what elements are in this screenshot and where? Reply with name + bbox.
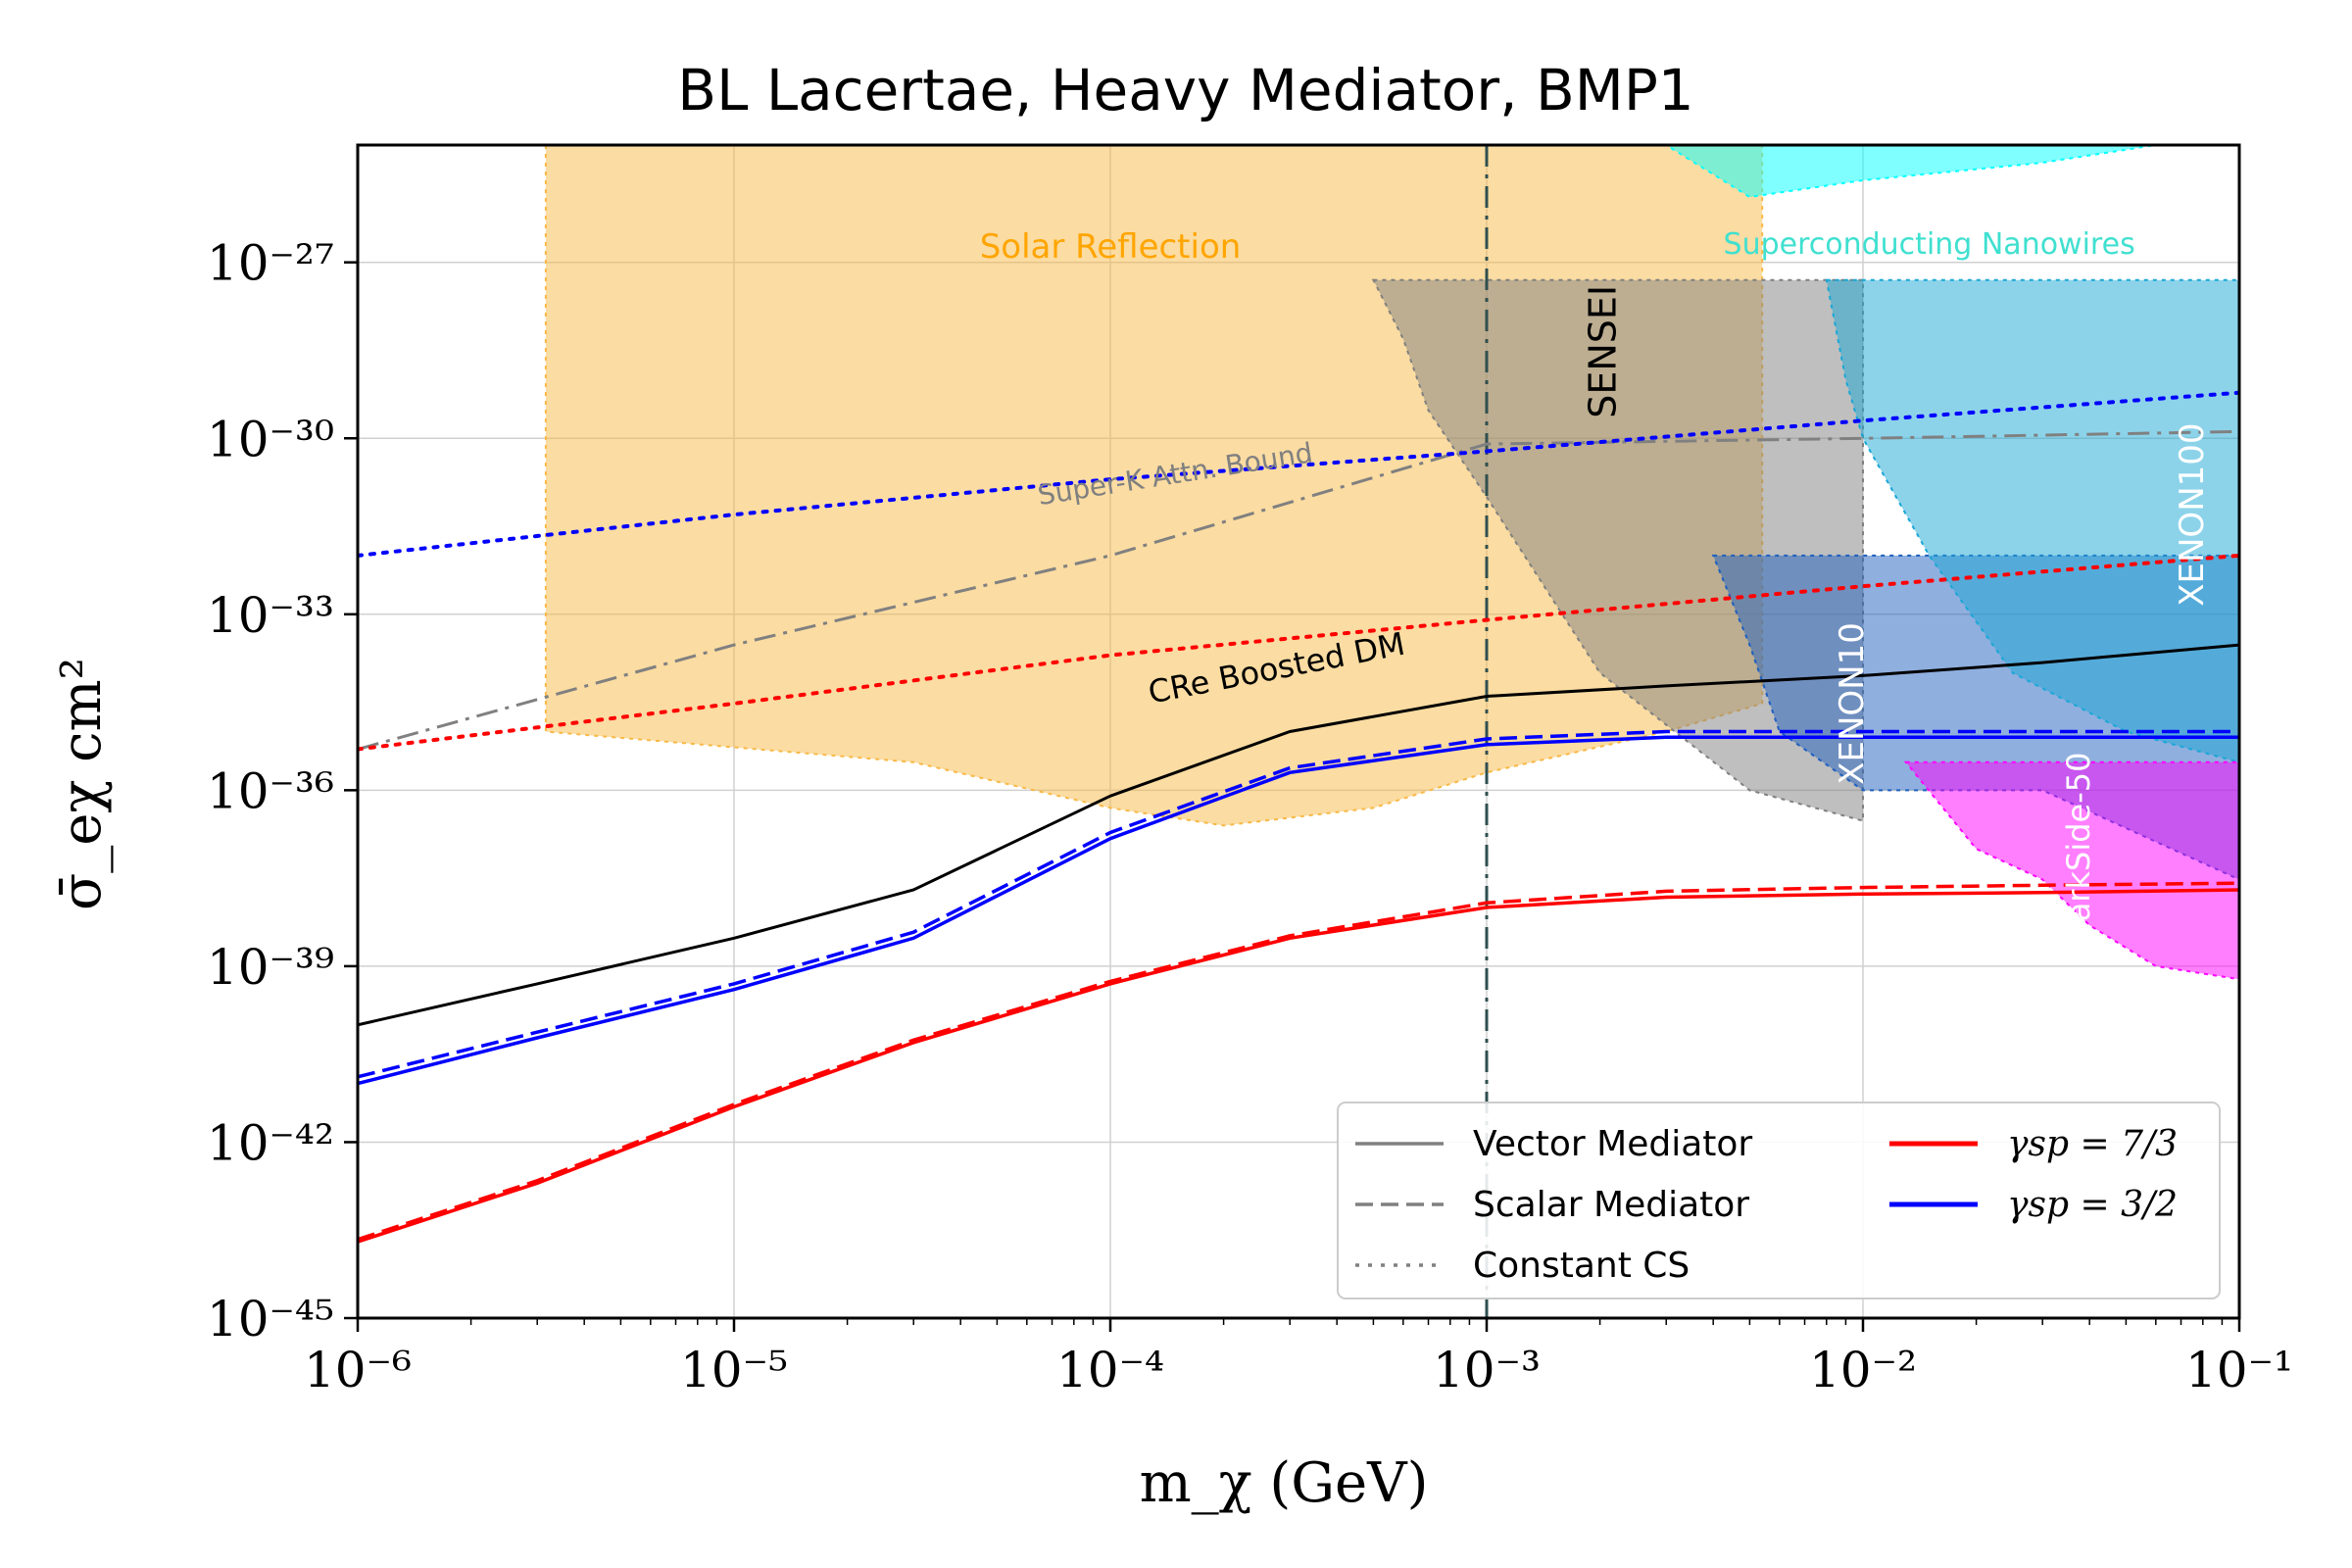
label-darkside-50: DarkSide-50 <box>2060 752 2097 945</box>
label-sensei: SENSEI <box>1581 285 1624 418</box>
x-tick-label: 10⁻⁶ <box>304 1342 412 1398</box>
axis-ticks: 10⁻⁶ 10⁻⁵ 10⁻⁴ 10⁻³ 10⁻² 10⁻¹ 10⁻⁴⁵ 10⁻⁴² 10⁻³⁹ 1… <box>207 235 2293 1398</box>
series-scalar-mediator-sp-3-2 <box>358 729 2239 1079</box>
legend-label-constant-cs: Constant CS <box>1473 1246 1690 1286</box>
annotations: Solar Reflection Superconducting Nanowire… <box>980 227 2212 946</box>
y-tick-label: 10⁻⁴² <box>207 1114 334 1171</box>
series-constant-cs-sp-3-2 <box>358 390 2239 558</box>
plot-frame <box>356 143 2241 1320</box>
x-tick-label: 10⁻² <box>1809 1342 1917 1398</box>
y-axis-label: σ̄_eχ cm² <box>50 658 114 910</box>
y-tick-label: 10⁻³⁹ <box>207 939 334 996</box>
legend-label-vector-mediator: Vector Mediator <box>1473 1124 1752 1164</box>
series-vector-mediator-sp-7-3 <box>358 888 2239 1244</box>
x-tick-label: 10⁻⁴ <box>1056 1342 1164 1398</box>
series-constant-cs-sp-7-3 <box>358 553 2239 752</box>
region-superconducting-nanowires <box>1487 145 2156 199</box>
label-solar-reflection: Solar Reflection <box>980 227 1242 267</box>
y-tick-label: 10⁻³⁶ <box>207 762 334 819</box>
label-xenon100: XENON100 <box>2173 422 2212 606</box>
series-vector-mediator-sp-3-2 <box>358 735 2239 1086</box>
legend-label-sp-7-3: γsp = 7/3 <box>2007 1124 2178 1164</box>
exclusion-regions <box>544 145 2239 1318</box>
legend-box <box>1337 1102 2221 1299</box>
chart-title: BL Lacertae, Heavy Mediator, BMP1 <box>677 57 1693 123</box>
y-tick-label: 10⁻³⁰ <box>207 411 334 467</box>
x-tick-label: 10⁻⁵ <box>680 1342 788 1398</box>
label-xenon10: XENON10 <box>1833 622 1872 785</box>
data-lines <box>358 390 2239 1244</box>
series-scalar-mediator-sp-7-3 <box>358 881 2239 1242</box>
legend-label-sp-3-2: γsp = 3/2 <box>2007 1185 2178 1225</box>
x-axis-label: m_χ (GeV) <box>1140 1451 1429 1515</box>
y-tick-label: 10⁻²⁷ <box>207 235 334 292</box>
label-superconducting-nanowires: Superconducting Nanowires <box>1724 227 2135 262</box>
bound-super-k-attn-bound <box>358 429 2239 751</box>
legend-label-scalar-mediator: Scalar Mediator <box>1473 1185 1749 1225</box>
x-tick-label: 10⁻¹ <box>2185 1342 2293 1398</box>
bound-cre-boosted-dm <box>358 643 2239 1027</box>
y-tick-label: 10⁻³³ <box>207 587 334 644</box>
x-tick-label: 10⁻³ <box>1433 1342 1541 1398</box>
y-tick-label: 10⁻⁴⁵ <box>207 1291 334 1348</box>
legend: Vector Mediator Scalar Mediator Constant C… <box>1337 1102 2221 1299</box>
region-sensei <box>1371 278 1864 822</box>
region-darkside-50 <box>1903 760 2239 981</box>
